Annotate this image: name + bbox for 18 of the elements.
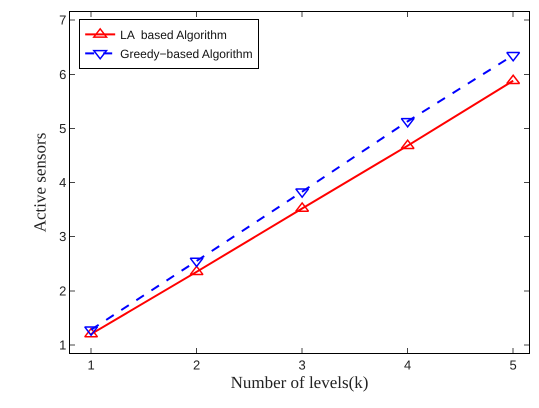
legend-label: Greedy−based Algorithm — [120, 47, 253, 61]
y-tick-label: 4 — [59, 175, 66, 190]
x-axis-title: Number of levels(k) — [230, 373, 368, 392]
point — [400, 118, 415, 128]
x-tick-label: 5 — [510, 358, 517, 373]
y-tick-label: 5 — [59, 120, 66, 136]
y-tick-label: 6 — [59, 66, 66, 82]
y-tick-label: 7 — [59, 12, 66, 28]
point — [506, 52, 520, 62]
x-tick-label: 1 — [87, 358, 95, 373]
y-tick-label: 1 — [59, 337, 66, 352]
y-tick-label: 3 — [59, 229, 66, 244]
y-tick-label: 2 — [59, 283, 66, 298]
x-tick-label: 2 — [193, 358, 200, 373]
x-tick-label: 4 — [404, 358, 412, 373]
legend-label: LA based Algorithm — [120, 28, 227, 42]
y-axis-title: Active sensors — [30, 132, 50, 232]
x-tick-label: 3 — [298, 358, 306, 373]
